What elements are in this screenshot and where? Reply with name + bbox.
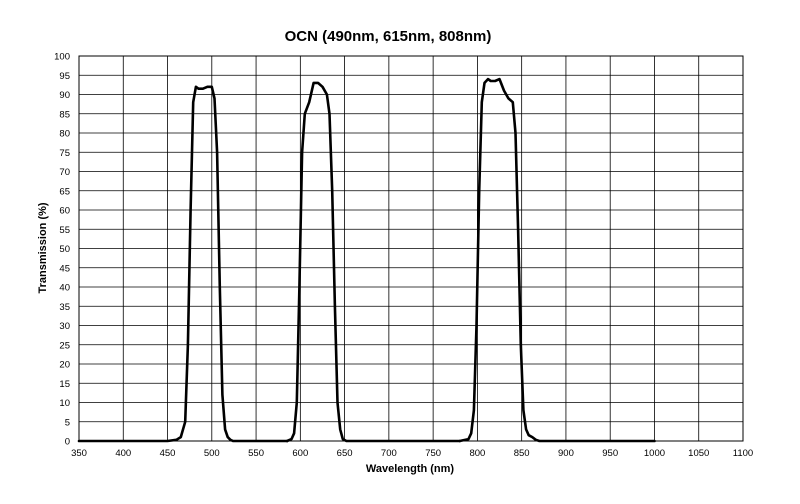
x-tick-label: 900 xyxy=(558,448,574,459)
y-axis-ticks: 0 5 10 15 20 25 30 35 40 45 50 55 60 65 70 75 80 85 90 95 10… xyxy=(54,52,70,448)
transmission-curve-1 xyxy=(77,85,289,443)
x-tick-label: 500 xyxy=(204,448,220,459)
y-tick-label: 25 xyxy=(59,340,70,351)
chart-title: OCN (490nm, 615nm, 808nm) xyxy=(285,28,492,45)
y-tick-label: 45 xyxy=(59,263,70,274)
x-tick-label: 700 xyxy=(381,448,397,459)
x-tick-label: 800 xyxy=(469,448,485,459)
y-tick-label: 50 xyxy=(59,244,70,255)
x-tick-label: 400 xyxy=(115,448,131,459)
x-tick-label: 450 xyxy=(160,448,176,459)
x-tick-label: 350 xyxy=(71,448,87,459)
y-tick-label: 5 xyxy=(65,417,70,428)
y-axis-label: Transmission (%) xyxy=(37,202,49,293)
x-tick-label: 1100 xyxy=(733,448,753,459)
y-tick-label: 75 xyxy=(59,148,70,159)
series-group xyxy=(77,77,656,443)
x-tick-label: 850 xyxy=(514,448,530,459)
y-tick-label: 15 xyxy=(59,379,70,390)
y-tick-label: 55 xyxy=(59,225,70,236)
x-axis-label: Wavelength (nm) xyxy=(366,463,455,475)
plot-grid xyxy=(78,55,744,442)
y-tick-label: 40 xyxy=(59,283,70,294)
x-tick-label: 950 xyxy=(602,448,618,459)
x-tick-label: 650 xyxy=(337,448,353,459)
y-tick-label: 65 xyxy=(59,186,70,197)
transmission-curve-3 xyxy=(458,77,656,443)
y-tick-label: 95 xyxy=(59,71,70,82)
y-tick-label: 35 xyxy=(59,302,70,313)
x-axis-ticks: 350 400 450 500 550 600 650 700 750 800 850 900 950 1… xyxy=(71,448,753,459)
transmission-curve-2 xyxy=(285,81,462,443)
y-tick-label: 85 xyxy=(59,109,70,120)
x-tick-label: 750 xyxy=(425,448,441,459)
x-tick-label: 600 xyxy=(292,448,308,459)
y-tick-label: 10 xyxy=(59,398,70,409)
x-tick-label: 1000 xyxy=(644,448,665,459)
y-tick-label: 0 xyxy=(65,437,70,448)
y-tick-label: 70 xyxy=(59,167,70,178)
y-tick-label: 60 xyxy=(59,206,70,217)
x-tick-label: 550 xyxy=(248,448,264,459)
y-tick-label: 80 xyxy=(59,129,70,140)
y-tick-label: 100 xyxy=(54,52,70,63)
y-tick-label: 20 xyxy=(59,360,70,371)
y-tick-label: 30 xyxy=(59,321,70,332)
y-tick-label: 90 xyxy=(59,90,70,101)
x-tick-label: 1050 xyxy=(688,448,709,459)
